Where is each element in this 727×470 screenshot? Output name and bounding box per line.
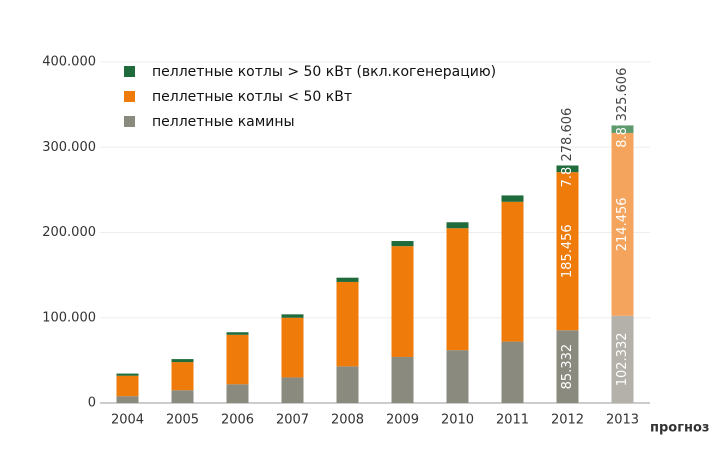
total-label: 278.606: [560, 108, 575, 162]
bar-segment: [281, 377, 304, 403]
bar-segment: [336, 281, 359, 367]
bar-segment: [391, 246, 414, 357]
bar-segment: [171, 359, 194, 363]
legend-label: пеллетные котлы > 50 кВт (вкл.когенераци…: [152, 64, 496, 80]
x-tick-label: 2009: [386, 413, 419, 428]
bar-segment: [336, 277, 359, 282]
bar-segment: [171, 390, 194, 403]
x-tick-label: 2006: [221, 413, 254, 428]
bar-segment: [281, 317, 304, 378]
value-label: 102.332: [615, 332, 630, 386]
bar-segment: [226, 334, 249, 385]
y-tick-label: 200.000: [42, 225, 96, 240]
value-label: 185.456: [560, 224, 575, 278]
y-tick-label: 100.000: [42, 310, 96, 325]
total-label: 325.606: [615, 68, 630, 122]
legend-label: пеллетные камины: [152, 114, 295, 130]
bar-segment: [116, 375, 139, 397]
bar-segment: [171, 362, 194, 391]
value-label: 214.456: [615, 197, 630, 251]
bar-segment: [391, 356, 414, 403]
legend-swatch: [124, 66, 135, 77]
bar-segment: [116, 373, 139, 376]
bar-segment: [501, 201, 524, 342]
bar-segment: [226, 384, 249, 403]
value-label: 8.818: [615, 111, 630, 148]
legend-swatch: [124, 116, 135, 127]
bar-segment: [556, 172, 579, 331]
x-tick-label: 2004: [111, 413, 144, 428]
legend-swatch: [124, 91, 135, 102]
bar-segment: [501, 341, 524, 403]
y-tick-label: 300.000: [42, 140, 96, 155]
bar-segment: [611, 125, 634, 133]
bar-segment: [446, 350, 469, 403]
bar-segment: [116, 396, 139, 403]
y-tick-label: 400.000: [42, 55, 96, 70]
x-tick-label: 2011: [496, 413, 529, 428]
bar-segment: [611, 132, 634, 316]
bar-segment: [446, 228, 469, 351]
bar-segment: [611, 315, 634, 403]
legend-label: пеллетные котлы < 50 кВт: [152, 89, 352, 105]
x-tick-label: 2007: [276, 413, 309, 428]
value-label: 85.332: [560, 344, 575, 390]
bar-segment: [391, 241, 414, 247]
x-tick-label: 2010: [441, 413, 474, 428]
x-tick-label: 2013: [606, 413, 639, 428]
y-tick-label: 0: [88, 396, 96, 411]
bar-segment: [556, 330, 579, 403]
x-tick-label: 2008: [331, 413, 364, 428]
bar-segment: [226, 332, 249, 335]
value-label: 7.818: [560, 150, 575, 187]
bar-segment: [336, 366, 359, 403]
bar-segment: [501, 195, 524, 202]
x-tick-label: 2005: [166, 413, 199, 428]
x-tick-label: 2012: [551, 413, 584, 428]
bar-segment: [556, 165, 579, 173]
annotation: прогноз: [650, 421, 709, 436]
bar-segment: [446, 222, 469, 229]
bar-segment: [281, 314, 304, 318]
